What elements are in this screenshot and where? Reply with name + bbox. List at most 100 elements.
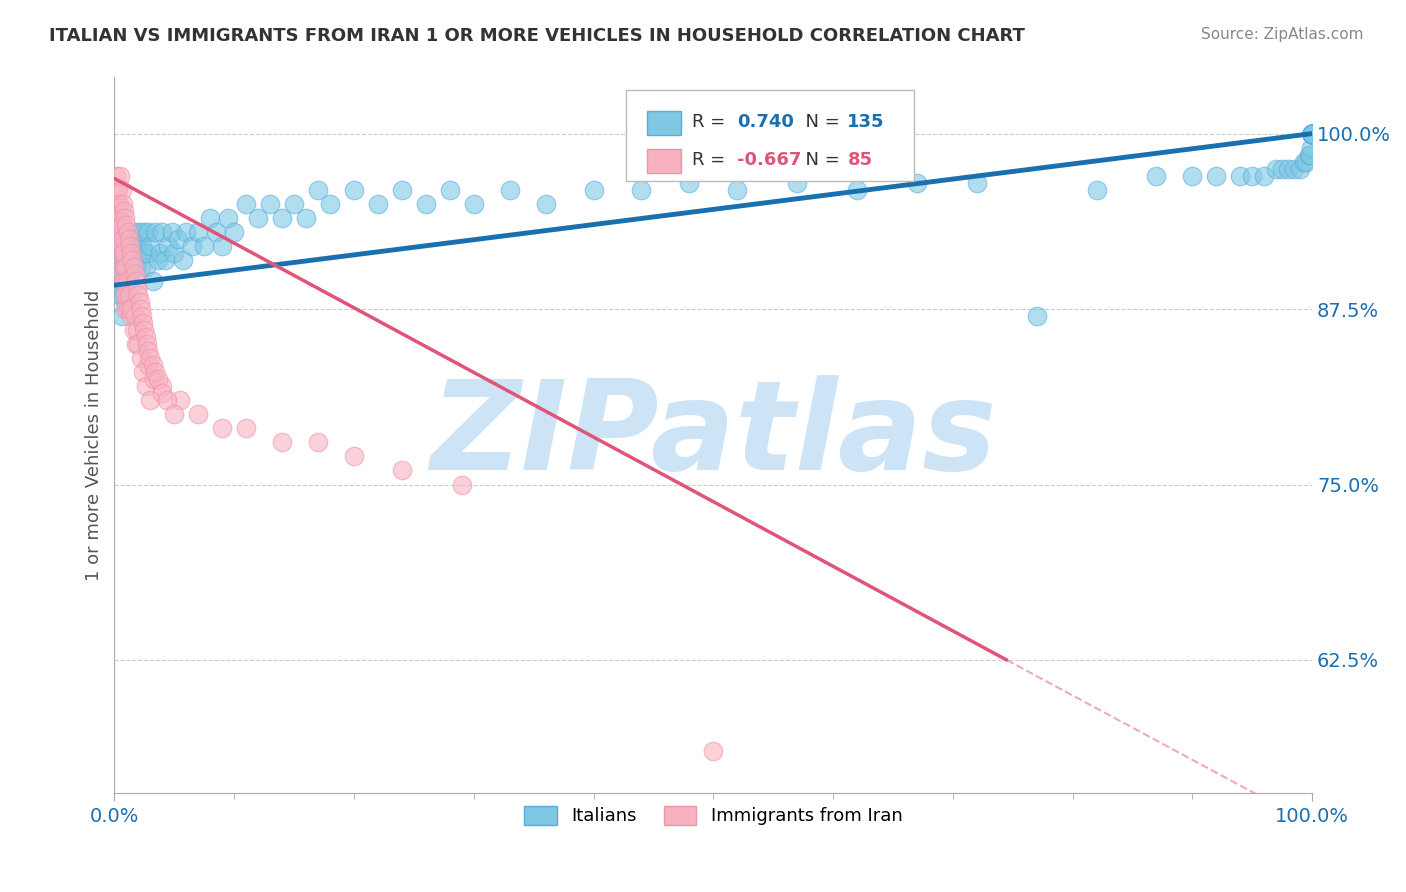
Point [1301,127,1323,141]
Point [108,239,131,253]
Point [160,225,183,239]
Point [114,274,136,288]
Point [110,218,132,232]
Point [1301,127,1323,141]
Point [124,267,146,281]
Point [702,744,724,758]
Text: N =: N = [793,152,845,169]
Point [125,337,148,351]
Point [115,260,138,274]
Point [1301,127,1323,141]
Point [118,288,141,302]
Point [107,267,129,281]
Point [157,239,180,253]
Point [117,274,139,288]
Point [115,218,138,232]
Point [1301,127,1323,141]
Point [1295,154,1317,169]
Point [114,301,136,316]
Point [117,301,139,316]
Point [110,252,132,267]
Point [146,372,169,386]
Text: -0.667: -0.667 [737,152,801,169]
Point [259,196,281,211]
Text: ZIPatlas: ZIPatlas [430,375,997,496]
Point [1265,161,1288,176]
Point [1301,127,1323,141]
Point [115,239,138,253]
Point [786,176,808,190]
Point [134,323,156,337]
Point [150,386,173,401]
Point [391,463,413,477]
Point [127,288,149,302]
Point [105,252,128,267]
Point [1282,161,1305,176]
Point [678,176,700,190]
Point [117,260,139,274]
Point [127,239,149,253]
Point [128,295,150,310]
Point [1301,127,1323,141]
Point [114,267,136,281]
Point [150,379,173,393]
Point [319,196,342,211]
Point [112,252,135,267]
Point [966,176,988,190]
Point [139,239,162,253]
Point [120,252,142,267]
Point [110,239,132,253]
Point [1271,161,1294,176]
Point [224,225,246,239]
Point [1301,127,1323,141]
Point [1301,127,1323,141]
Point [105,211,128,225]
FancyBboxPatch shape [647,111,681,136]
Point [1301,127,1323,141]
Point [343,450,366,464]
Point [110,183,132,197]
Point [146,252,169,267]
Point [1301,127,1323,141]
Point [118,301,141,316]
Point [122,260,145,274]
Point [127,281,149,295]
Point [1301,127,1323,141]
Point [1289,161,1312,176]
Point [112,288,135,302]
Point [187,225,209,239]
Point [143,365,166,379]
Point [1301,127,1323,141]
Point [582,183,605,197]
Point [1292,154,1315,169]
Point [271,211,294,225]
Point [110,169,132,183]
Point [121,232,143,246]
Point [136,344,159,359]
Point [108,239,131,253]
Point [1301,127,1323,141]
Point [247,211,270,225]
Point [463,196,485,211]
Point [110,225,132,239]
Point [1229,169,1251,183]
Point [846,183,869,197]
Point [391,183,413,197]
Point [1253,169,1275,183]
Point [193,239,215,253]
Point [110,288,132,302]
Point [114,295,136,310]
FancyBboxPatch shape [626,89,914,181]
Point [111,252,134,267]
Text: R =: R = [692,152,731,169]
Point [1301,127,1323,141]
Point [205,225,228,239]
Point [1241,169,1264,183]
Y-axis label: 1 or more Vehicles in Household: 1 or more Vehicles in Household [86,290,103,581]
Point [271,435,294,450]
Point [120,246,142,260]
Point [1301,127,1323,141]
Point [132,365,155,379]
Point [217,211,239,225]
Point [142,372,165,386]
